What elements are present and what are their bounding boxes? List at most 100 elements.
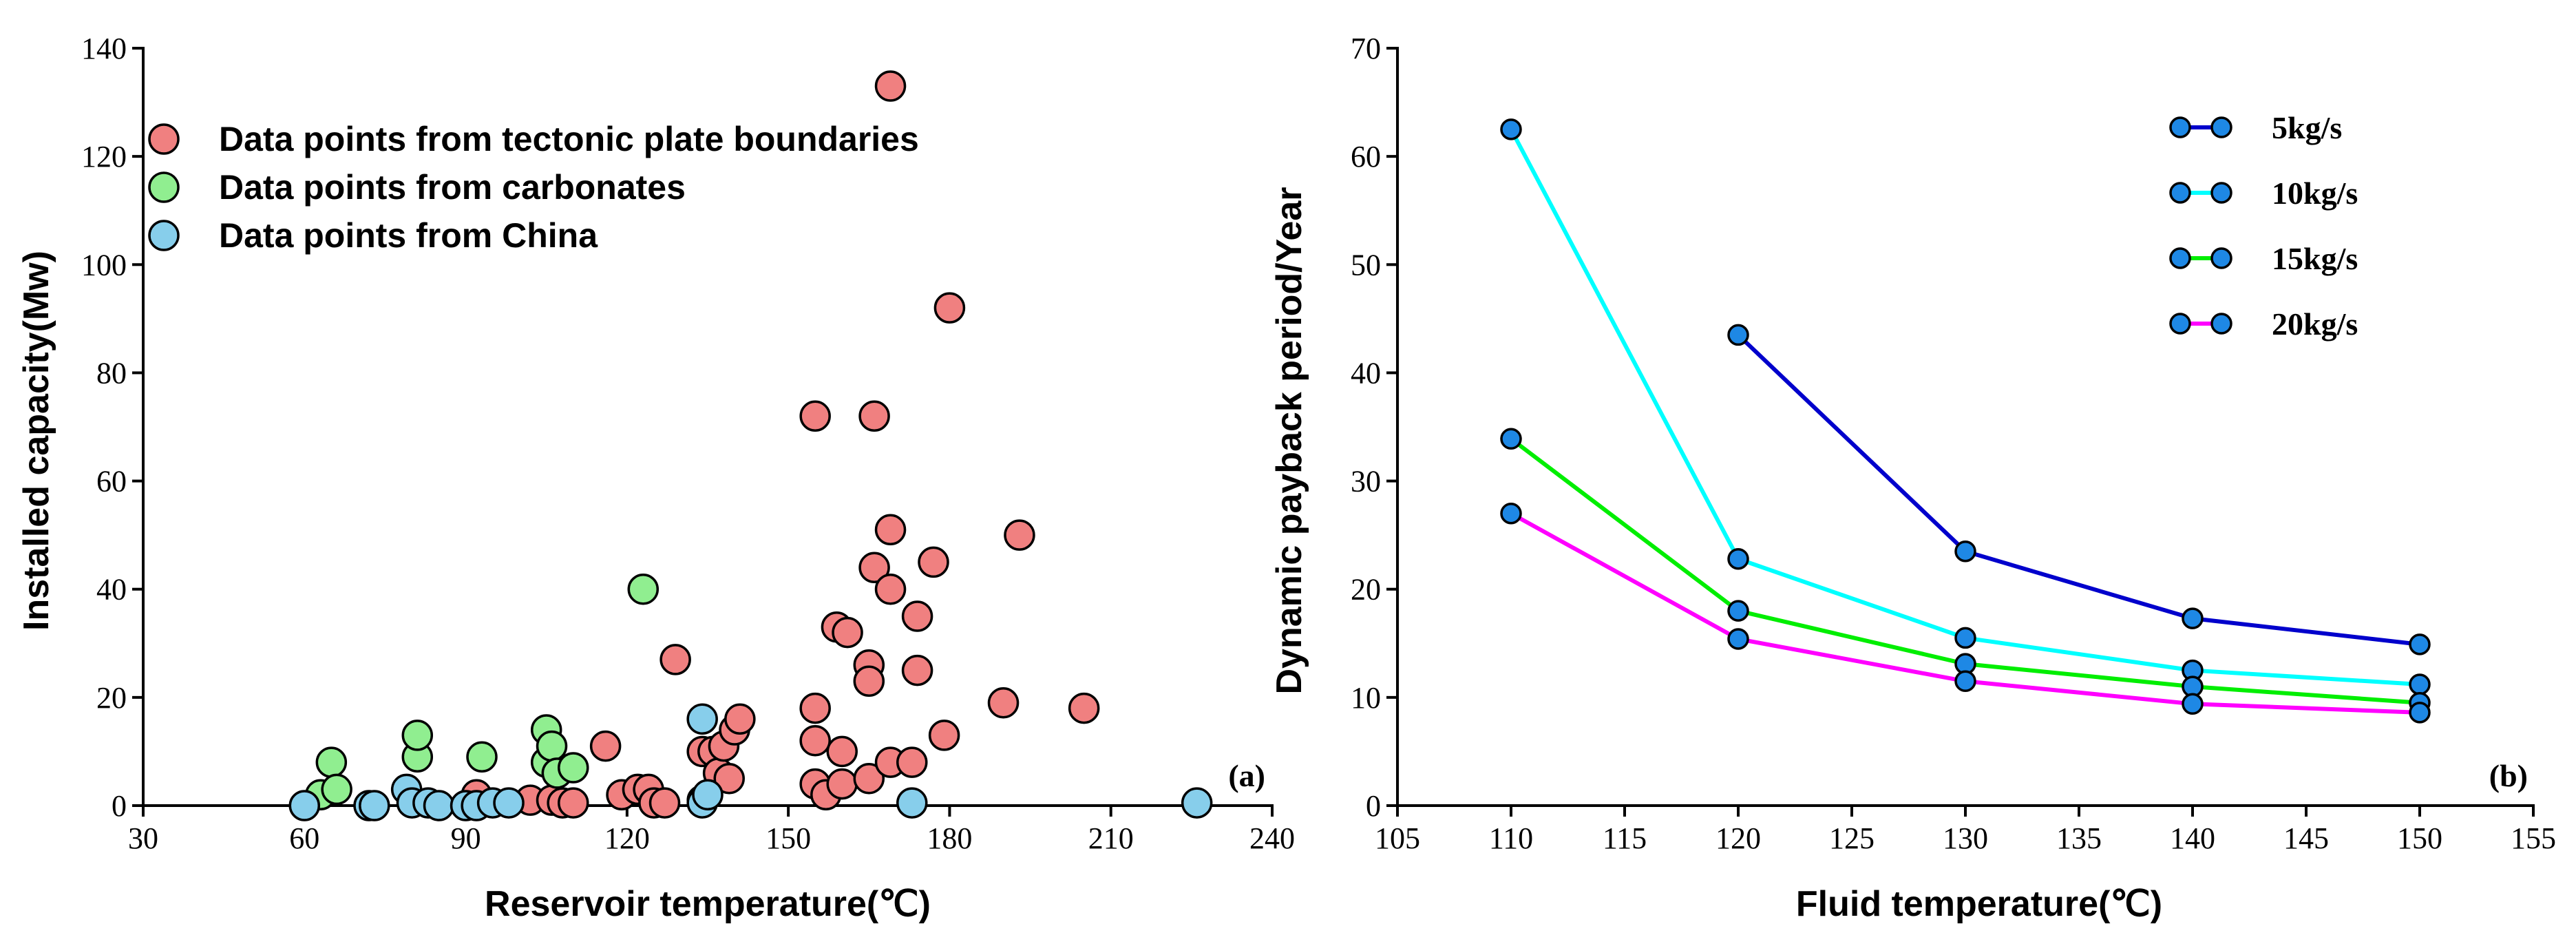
panel-b-x-tick-label: 140 <box>2170 821 2215 855</box>
panel-a-x-tick-label: 120 <box>604 821 650 855</box>
panel-b-y-axis-title: Dynamic payback period/Year <box>1269 187 1309 694</box>
panel-b-series <box>1500 118 2431 724</box>
panel-b-legend: 5kg/s 10kg/s 15kg/s 20kg/s <box>2169 110 2358 342</box>
panel-a-point-series-1 <box>589 730 622 762</box>
panel-a-point-series-3 <box>686 703 718 735</box>
panel-a-point-series-1 <box>901 654 933 686</box>
panel-a-point-series-1 <box>896 746 928 778</box>
panel-b-point-series-4 <box>2409 702 2431 724</box>
panel-a-y-tick-label: 120 <box>81 140 127 174</box>
panel-a-label: (a) <box>1228 758 1265 793</box>
panel-b-y-tick-label: 70 <box>1351 32 1381 65</box>
panel-a-point-series-1 <box>648 787 681 819</box>
panel-a-x-tick-label: 180 <box>927 821 972 855</box>
panel-b-legend-marker <box>2210 247 2232 269</box>
panel-a-x-tick-label: 150 <box>766 821 811 855</box>
panel-b-point-series-2 <box>2409 673 2431 695</box>
panel-a-point-series-1 <box>933 292 966 324</box>
panel-b-point-series-1 <box>1727 324 1749 346</box>
panel-a-legend-marker <box>148 220 180 251</box>
panel-a-point-series-1 <box>799 400 831 432</box>
panel-a-point-series-3 <box>692 779 724 811</box>
panel-b-legend-marker <box>2169 313 2191 335</box>
panel-a-point-series-3 <box>493 787 525 819</box>
panel-a-point-series-3 <box>288 790 321 821</box>
panel-a-point-series-3 <box>1181 787 1213 819</box>
panel-a-y-tick-label: 60 <box>96 465 127 499</box>
panel-b-x-tick-label: 105 <box>1375 821 1420 855</box>
panel-a-point-series-1 <box>928 720 960 751</box>
panel-b-y-tick-label: 20 <box>1351 573 1381 607</box>
panel-b-point-series-2 <box>1954 627 1976 649</box>
panel-b-point-series-1 <box>2409 633 2431 655</box>
panel-b-legend-marker <box>2210 182 2232 204</box>
panel-b-y-tick-label: 40 <box>1351 356 1381 390</box>
panel-b-x-tick-label: 145 <box>2283 821 2329 855</box>
panel-b-y-tick-label: 0 <box>1366 789 1381 823</box>
panel-b-legend-marker <box>2210 116 2232 138</box>
panel-b-x-tick-label: 135 <box>2056 821 2102 855</box>
panel-a-point-series-2 <box>315 746 348 778</box>
panel-b-label: (b) <box>2489 758 2528 793</box>
panel-a-y-tick-label: 100 <box>81 248 127 282</box>
panel-b-legend-label: 20kg/s <box>2272 306 2358 342</box>
panel-a-axes: 30 60 90 120 150 180 210 240 0 20 40 60 80 100 120 140 <box>81 32 1295 855</box>
panel-a-point-series-2 <box>401 720 434 751</box>
panel-a-point-series-1 <box>826 735 858 768</box>
panel-a-point-series-3 <box>423 790 455 821</box>
panel-b-point-series-4 <box>2182 693 2204 715</box>
panel-b-legend-label: 15kg/s <box>2272 241 2358 276</box>
panel-a-legend: Data points from tectonic plate boundari… <box>148 120 919 255</box>
panel-b-point-series-1 <box>2182 607 2204 629</box>
panel-b-series-line-1 <box>1736 333 2420 647</box>
panel-a-point-series-1 <box>713 762 745 795</box>
panel-b-series-line-2 <box>1509 128 2420 686</box>
panel-a-scatter-chart: 30 60 90 120 150 180 210 240020406080100120140 … <box>17 32 1295 924</box>
panel-a-x-tick-label: 30 <box>128 821 158 855</box>
panel-a-legend-marker <box>148 171 180 203</box>
panel-a-x-tick-label: 210 <box>1088 821 1134 855</box>
panel-b-x-axis-title: Fluid temperature(℃) <box>1796 884 2162 924</box>
panel-b-x-tick-label: 130 <box>1943 821 1988 855</box>
panel-a-x-tick-label: 240 <box>1249 821 1295 855</box>
panel-b-x-tick-label: 120 <box>1715 821 1761 855</box>
panel-a-point-series-1 <box>853 665 885 697</box>
panel-a-point-series-2 <box>321 773 352 806</box>
panel-b-x-tick-label: 110 <box>1489 821 1533 855</box>
panel-a-point-series-1 <box>874 573 907 605</box>
panel-a-point-series-3 <box>359 790 390 821</box>
panel-a-point-series-1 <box>987 686 1020 719</box>
panel-a-point-series-1 <box>724 703 756 735</box>
panel-a-point-series-1 <box>1004 519 1035 551</box>
panel-a-x-axis-title: Reservoir temperature(℃) <box>485 884 931 924</box>
panel-a-point-series-3 <box>896 787 928 819</box>
panel-b-x-tick-label: 155 <box>2511 821 2556 855</box>
panel-b-x-tick-label: 150 <box>2397 821 2442 855</box>
panel-a-point-series-1 <box>1068 692 1100 724</box>
panel-a-y-axis-title: Installed capacity(Mw) <box>17 251 56 631</box>
panel-a-point-series-1 <box>853 762 885 795</box>
panel-b-point-series-4 <box>1954 670 1976 693</box>
panel-b-axes: 105 110 115 120 125 130 135 140 145 150 155 0 10 20 30… <box>1351 32 2556 855</box>
panel-a-y-tick-label: 80 <box>96 356 127 390</box>
panel-a-point-series-1 <box>858 552 890 584</box>
panel-a-y-tick-label: 20 <box>96 681 127 715</box>
panel-b-legend-label: 5kg/s <box>2272 110 2342 145</box>
panel-b-point-series-2 <box>1727 547 1749 570</box>
panel-a-point-series-1 <box>901 600 933 632</box>
panel-b-point-series-3 <box>1500 428 1522 450</box>
panel-a-point-series-1 <box>799 724 831 757</box>
panel-b-point-series-2 <box>1500 118 1522 140</box>
panel-b-point-series-1 <box>1954 540 1976 563</box>
panel-b-y-tick-label: 10 <box>1351 681 1381 715</box>
panel-a-point-series-1 <box>874 514 907 546</box>
panel-a-points <box>288 70 1213 821</box>
panel-b-legend-label: 10kg/s <box>2272 176 2358 211</box>
panel-a-point-series-2 <box>466 741 498 773</box>
panel-b-x-tick-label: 115 <box>1603 821 1647 855</box>
panel-a-point-series-1 <box>832 616 863 649</box>
panel-a-x-tick-label: 60 <box>289 821 319 855</box>
panel-a-point-series-1 <box>799 692 831 724</box>
panel-b-point-series-4 <box>1500 502 1522 525</box>
